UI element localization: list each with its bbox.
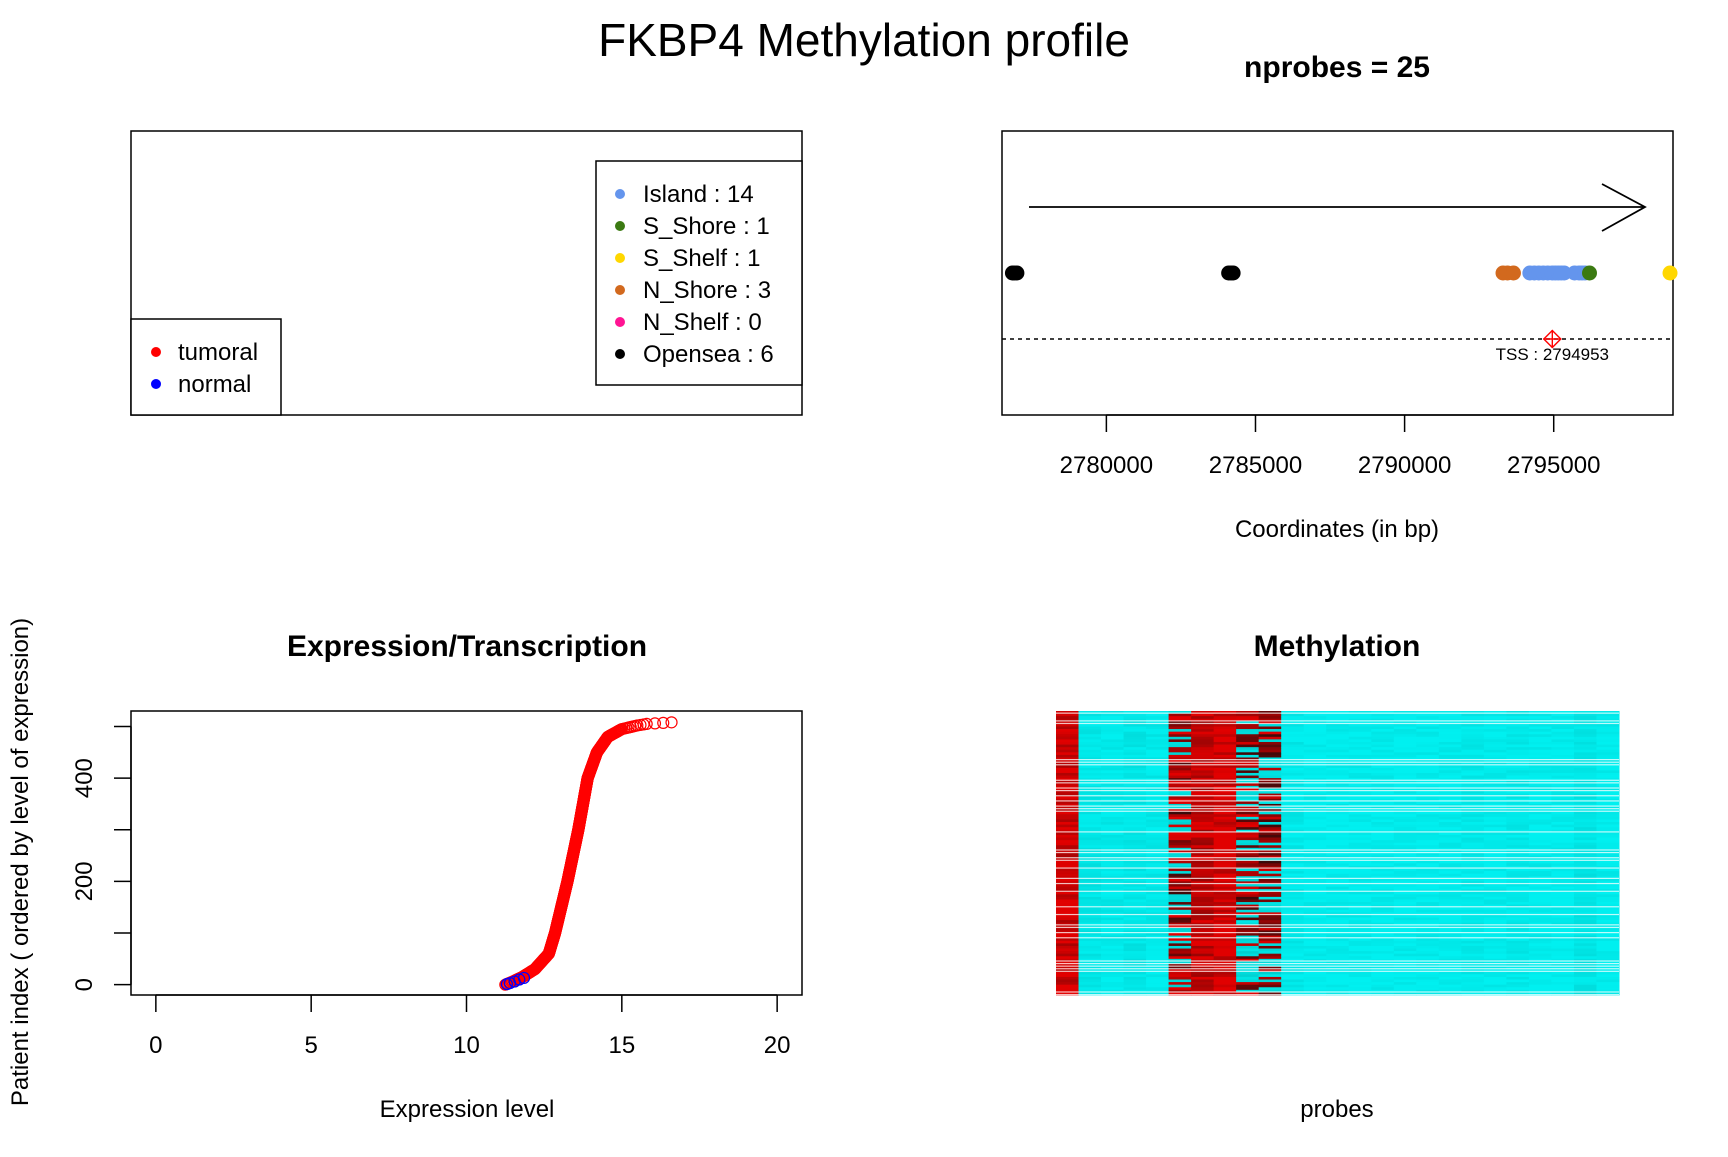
methylation-x-label: probes bbox=[1300, 1096, 1373, 1123]
heatmap-column-20 bbox=[1483, 711, 1507, 996]
heatmap-column-12 bbox=[1303, 711, 1327, 996]
coordinates-x-tick-label: 2780000 bbox=[1060, 452, 1153, 479]
heatmap-column-4 bbox=[1123, 711, 1147, 996]
probe-point-s_shore bbox=[1581, 265, 1597, 281]
heatmap-column-5 bbox=[1146, 711, 1170, 996]
heatmap-column-21 bbox=[1506, 711, 1530, 996]
coordinates-x-label: Coordinates (in bp) bbox=[1235, 516, 1439, 543]
coordinates-x-tick-label: 2785000 bbox=[1209, 452, 1302, 479]
heatmap-column-2 bbox=[1078, 711, 1102, 996]
legend-island-label: Island : 14 bbox=[643, 181, 754, 208]
legend-s-shore-dot bbox=[615, 221, 625, 231]
methylation-panel: Methylation probes bbox=[1056, 630, 1620, 1123]
normal-point bbox=[517, 971, 531, 985]
heatmap-column-18 bbox=[1438, 711, 1462, 996]
probe-point-opensea bbox=[1006, 265, 1022, 281]
heatmap-column-17 bbox=[1416, 711, 1440, 996]
heatmap-column-23 bbox=[1551, 711, 1575, 996]
probe-points bbox=[1004, 265, 1678, 281]
expression-title: Expression/Transcription bbox=[287, 630, 647, 663]
expression-y-tick-label: 400 bbox=[71, 758, 98, 798]
legend-island-dot bbox=[615, 189, 625, 199]
probe-point-s_shelf bbox=[1662, 265, 1678, 281]
sample-legend-box bbox=[130, 318, 282, 416]
heatmap-column-15 bbox=[1371, 711, 1395, 996]
expression-plot-frame bbox=[130, 710, 803, 996]
heatmap-column-16 bbox=[1393, 711, 1417, 996]
probe-point-island bbox=[1556, 265, 1572, 281]
legend-normal-dot bbox=[151, 379, 161, 389]
heatmap-column-25 bbox=[1596, 711, 1620, 996]
expression-x-label: Expression level bbox=[380, 1096, 555, 1123]
probe-point-n_shore bbox=[1505, 265, 1521, 281]
legend-tumoral-label: tumoral bbox=[178, 339, 258, 366]
heatmap-column-22 bbox=[1528, 711, 1552, 996]
coordinates-x-tick-label: 2795000 bbox=[1507, 452, 1600, 479]
legend-panel: tumoral normal Island : 14 S_Shore : 1 S… bbox=[130, 130, 803, 416]
legend-n-shore-label: N_Shore : 3 bbox=[643, 277, 771, 304]
expression-y-label: Patient index ( ordered by level of expr… bbox=[7, 618, 34, 1106]
heatmap-column-6 bbox=[1168, 711, 1192, 996]
heatmap-column-10 bbox=[1258, 711, 1282, 996]
heatmap-column-14 bbox=[1348, 711, 1372, 996]
expression-x-tick-label: 15 bbox=[608, 1032, 635, 1059]
expression-x-tick-label: 5 bbox=[304, 1032, 317, 1059]
expression-panel: Expression/Transcription 0 5 10 15 20 0 200 40… bbox=[7, 618, 803, 1123]
legend-n-shelf-label: N_Shelf : 0 bbox=[643, 309, 762, 336]
heatmap-column-11 bbox=[1281, 711, 1305, 996]
tumoral-point bbox=[640, 717, 653, 731]
coordinates-title: nprobes = 25 bbox=[1244, 51, 1430, 84]
heatmap-column-8 bbox=[1213, 711, 1237, 996]
methylation-heatmap bbox=[1056, 711, 1620, 996]
heatmap-column-13 bbox=[1326, 711, 1350, 996]
probe-legend-box bbox=[595, 160, 803, 386]
tumoral-point bbox=[657, 716, 670, 729]
expression-x-tick-label: 10 bbox=[453, 1032, 480, 1059]
main-title: FKBP4 Methylation profile bbox=[598, 14, 1130, 66]
heatmap-column-7 bbox=[1191, 711, 1215, 996]
legend-s-shelf-label: S_Shelf : 1 bbox=[643, 245, 760, 272]
normal-point bbox=[513, 973, 526, 986]
legend-s-shore-label: S_Shore : 1 bbox=[643, 213, 770, 240]
expression-y-tick-label: 0 bbox=[71, 978, 98, 991]
legend-normal-label: normal bbox=[178, 371, 251, 398]
expression-points bbox=[499, 716, 678, 991]
legend-s-shelf-dot bbox=[615, 253, 625, 263]
expression-x-tick-label: 0 bbox=[149, 1032, 162, 1059]
expression-x-tick-label: 20 bbox=[764, 1032, 791, 1059]
legend-tumoral-dot bbox=[151, 347, 161, 357]
expression-y-axis: 0 200 400 bbox=[71, 725, 132, 991]
methylation-title: Methylation bbox=[1254, 630, 1421, 663]
legend-opensea-label: Opensea : 6 bbox=[643, 341, 774, 368]
heatmap-column-24 bbox=[1573, 711, 1597, 996]
coordinates-x-tick-label: 2790000 bbox=[1358, 452, 1451, 479]
tumoral-point bbox=[665, 716, 678, 729]
heatmap-column-3 bbox=[1101, 711, 1125, 996]
expression-y-tick-label: 200 bbox=[71, 861, 98, 901]
heatmap-column-9 bbox=[1236, 711, 1260, 996]
probe-point-opensea bbox=[1223, 265, 1239, 281]
tss-marker bbox=[1542, 329, 1562, 349]
tss-label: TSS : 2794953 bbox=[1496, 345, 1609, 364]
legend-n-shore-dot bbox=[615, 285, 625, 295]
heatmap-column-1 bbox=[1056, 711, 1080, 996]
strand-arrow bbox=[1029, 183, 1647, 232]
tumoral-point bbox=[648, 717, 662, 730]
legend-opensea-dot bbox=[615, 349, 625, 359]
heatmap-column-19 bbox=[1461, 711, 1485, 996]
coordinates-x-axis: 2780000 2785000 2790000 2795000 bbox=[1060, 414, 1600, 479]
expression-x-axis: 0 5 10 15 20 bbox=[149, 994, 791, 1059]
legend-n-shelf-dot bbox=[615, 317, 625, 327]
coordinates-panel: nprobes = 25 TSS : 2794953 2780000 278500… bbox=[1001, 51, 1678, 543]
